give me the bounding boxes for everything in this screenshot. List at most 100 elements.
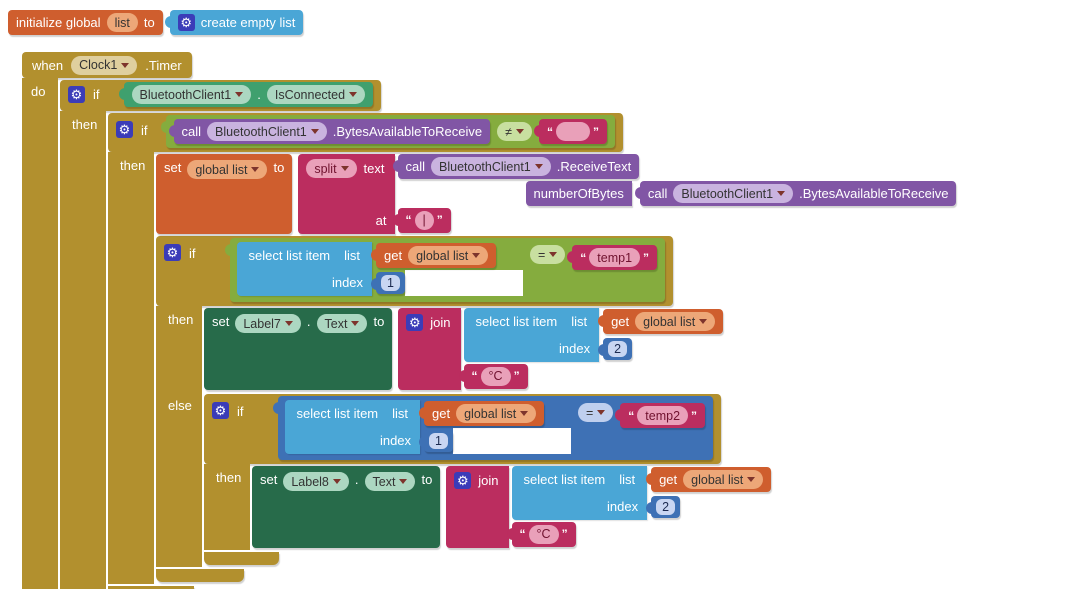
variable-dropdown-global-list[interactable]: global list (683, 470, 764, 489)
block-split-text[interactable]: split text (298, 154, 957, 234)
else-label: else (156, 392, 202, 567)
component-dropdown-bluetoothclient1[interactable]: BluetoothClient1 (207, 122, 327, 141)
block-number-1[interactable]: 1 (371, 271, 405, 294)
block-empty-text-string[interactable]: “ ” (533, 119, 607, 144)
block-set-global-list[interactable]: set global list to (156, 154, 293, 234)
text-string-field[interactable]: temp2 (637, 406, 689, 425)
block-if-temp2[interactable]: ⚙ if select list item (204, 394, 772, 565)
then-label: then (60, 111, 106, 589)
then-label: then (156, 306, 202, 392)
dropdown-arrow-icon (340, 166, 349, 171)
block-text-string-temp1[interactable]: “ temp1 ” (567, 245, 658, 270)
quote-open: “ (580, 250, 587, 265)
dropdown-arrow-icon (597, 410, 606, 415)
component-dropdown-bluetoothclient1[interactable]: BluetoothClient1 (431, 157, 551, 176)
block-number-1[interactable]: 1 (419, 429, 453, 452)
variable-dropdown-global-list[interactable]: global list (456, 404, 537, 423)
block-select-list-item[interactable]: select list item list (463, 308, 724, 362)
block-text-string-celsius[interactable]: “ °C ” (458, 363, 528, 389)
mutator-gear-icon[interactable]: ⚙ (177, 14, 195, 31)
text-string-field[interactable] (555, 122, 590, 141)
dropdown-arrow-icon (520, 411, 529, 416)
dropdown-arrow-icon (332, 479, 341, 484)
text-string-field[interactable]: °C (528, 524, 559, 544)
variable-dropdown-global-list[interactable]: global list (187, 160, 268, 179)
then-label: then (108, 152, 154, 584)
block-if-temp1[interactable]: ⚙ if select list item list (156, 236, 772, 582)
block-get-global-list[interactable]: get global list (371, 243, 497, 268)
block-number-2[interactable]: 2 (646, 495, 681, 518)
empty-socket (452, 427, 571, 454)
mutator-gear-icon[interactable]: ⚙ (164, 244, 181, 261)
numberofbytes-param-label: numberOfBytes (525, 181, 632, 206)
component-dropdown-bluetoothclient1[interactable]: BluetoothClient1 (131, 85, 252, 104)
quote-open: “ (405, 213, 412, 227)
mutator-gear-icon[interactable]: ⚙ (68, 86, 85, 103)
block-select-list-item[interactable]: select list item list get (236, 242, 523, 296)
block-get-global-list[interactable]: get global list (419, 401, 545, 426)
component-dropdown-bluetoothclient1[interactable]: BluetoothClient1 (673, 184, 794, 203)
block-initialize-global-list[interactable]: initialize global list to (8, 10, 163, 35)
dropdown-arrow-icon (699, 319, 708, 324)
quote-open: “ (628, 408, 635, 423)
mutator-gear-icon[interactable]: ⚙ (454, 472, 472, 489)
block-create-empty-list[interactable]: ⚙ create empty list (164, 10, 304, 35)
text-string-field[interactable]: temp1 (589, 248, 641, 267)
block-set-label8-text[interactable]: set Label8 . (252, 466, 441, 548)
block-join[interactable]: ⚙ join (398, 308, 724, 390)
property-dropdown-isconnected[interactable]: IsConnected (266, 85, 366, 104)
block-bottom (204, 552, 279, 565)
block-equal-compare[interactable]: select list item list get (224, 238, 666, 302)
block-set-label7-text[interactable]: set Label7 . (204, 308, 393, 390)
variable-name-field[interactable]: list (106, 13, 138, 32)
mutator-gear-icon[interactable]: ⚙ (406, 314, 424, 331)
if-label: if (93, 87, 100, 102)
block-select-list-item[interactable]: select list item list (284, 400, 571, 454)
component-dropdown-label8[interactable]: Label8 (283, 472, 349, 491)
component-dropdown-clock1[interactable]: Clock1 (71, 55, 138, 75)
block-text-string-delimiter[interactable]: “ | ” (392, 207, 451, 233)
block-text-string-temp2[interactable]: “ temp2 ” (615, 403, 706, 428)
block-if-isconnected[interactable]: ⚙ if BluetoothClient1 . IsConnected (60, 80, 957, 589)
property-dropdown-text[interactable]: Text (364, 472, 416, 491)
operator-dropdown-equal[interactable]: = (529, 245, 566, 264)
variable-dropdown-global-list[interactable]: global list (635, 312, 716, 331)
block-select-list-item[interactable]: select list item list (511, 466, 772, 520)
statement-set-global-list: set global list to (156, 154, 957, 234)
block-get-global-list[interactable]: get global list (598, 309, 724, 334)
dropdown-arrow-icon (310, 129, 319, 134)
operator-dropdown-equal[interactable]: = (577, 403, 614, 422)
variable-dropdown-global-list[interactable]: global list (408, 246, 489, 265)
mutator-gear-icon[interactable]: ⚙ (212, 402, 229, 419)
block-call-receivetext[interactable]: call BluetoothClient1 .ReceiveText (392, 154, 957, 206)
mutator-gear-icon[interactable]: ⚙ (116, 121, 133, 138)
event-label: .Timer (145, 57, 182, 73)
block-join[interactable]: ⚙ join (446, 466, 772, 548)
split-operator-dropdown[interactable]: split (306, 159, 357, 178)
quote-open: “ (546, 124, 553, 139)
operator-dropdown-notequal[interactable]: ≠ (497, 122, 532, 141)
block-text-string-celsius[interactable]: “ °C ” (506, 521, 576, 547)
block-bluetoothclient1-isconnected[interactable]: BluetoothClient1 . IsConnected (118, 82, 374, 107)
if-label: if (141, 123, 148, 138)
block-get-global-list[interactable]: get global list (646, 467, 772, 492)
empty-socket (404, 269, 523, 296)
block-not-equal-compare[interactable]: call BluetoothClient1 .BytesAvailableToR… (160, 115, 615, 148)
property-dropdown-text[interactable]: Text (316, 314, 368, 333)
text-string-field[interactable]: | (414, 210, 434, 230)
statement-set-label8-text: set Label8 . (252, 466, 772, 548)
when-label: when (32, 57, 64, 73)
split-text-label: text (363, 161, 385, 176)
text-string-field[interactable]: °C (480, 366, 511, 386)
block-if-bytes-available[interactable]: ⚙ if call BluetoothClient1 (108, 113, 957, 589)
block-call-bytesavailable[interactable]: call BluetoothClient1 .BytesAvailableToR… (168, 119, 491, 144)
block-equal-compare[interactable]: select list item list (272, 396, 714, 460)
dropdown-arrow-icon (121, 62, 130, 68)
block-number-2[interactable]: 2 (598, 337, 633, 360)
quote-open: “ (519, 527, 526, 541)
block-call-bytesavailable[interactable]: call BluetoothClient1 .BytesAvail (634, 181, 957, 206)
component-dropdown-label7[interactable]: Label7 (235, 314, 301, 333)
block-when-clock1-timer[interactable]: when Clock1 .Timer do ⚙ if BluetoothClie… (22, 52, 1080, 589)
dropdown-arrow-icon (349, 92, 358, 97)
dropdown-arrow-icon (251, 167, 260, 172)
